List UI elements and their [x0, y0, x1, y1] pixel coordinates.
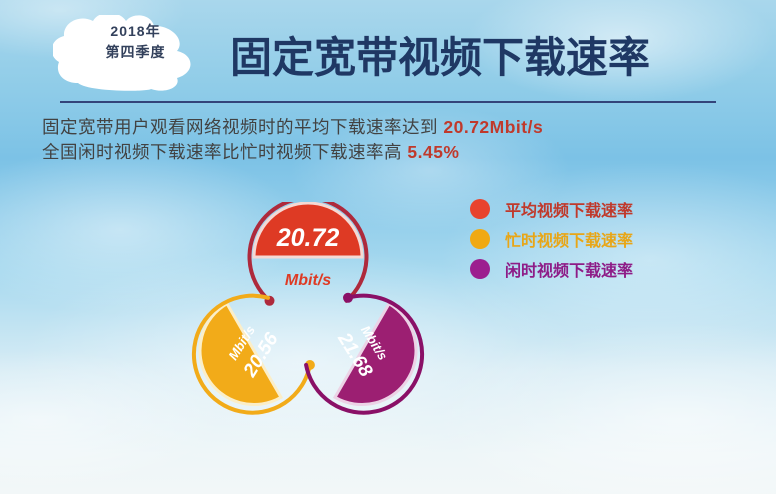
- svg-text:Mbit/s: Mbit/s: [285, 272, 331, 289]
- svg-text:20.72: 20.72: [276, 224, 340, 252]
